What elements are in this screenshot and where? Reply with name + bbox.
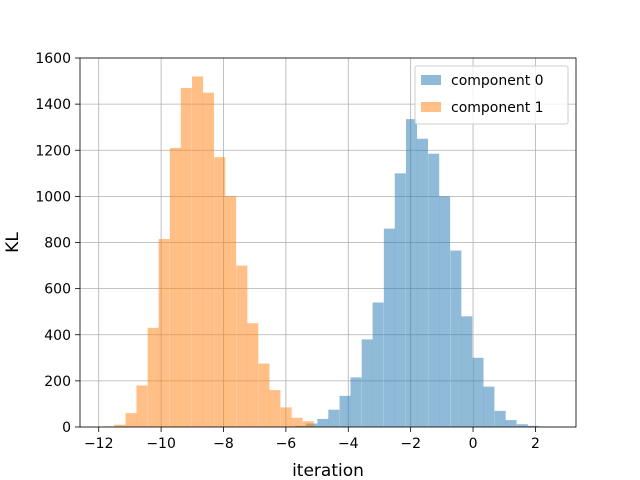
histogram-bar-component-1	[291, 417, 303, 427]
x-tick-label: −2	[400, 436, 421, 452]
legend-swatch-component-0	[421, 75, 441, 85]
histogram-bar-component-1	[180, 87, 192, 427]
histogram-bar-component-1	[280, 407, 292, 427]
histogram-bar-component-1	[258, 363, 270, 427]
x-tick-label: −4	[338, 436, 359, 452]
histogram-bar-component-0	[339, 395, 351, 427]
histogram-bar-component-1	[147, 327, 159, 427]
histogram-bar-component-1	[269, 390, 281, 427]
histogram-bar-component-0	[428, 153, 440, 427]
x-axis-label: iteration	[292, 461, 364, 480]
bars-layer	[103, 76, 550, 427]
histogram-bar-component-0	[328, 409, 340, 427]
x-tick-label: 2	[531, 436, 540, 452]
histogram-bar-component-1	[302, 421, 314, 427]
legend-label-component-1: component 1	[451, 100, 544, 116]
histogram-bar-component-0	[483, 386, 495, 427]
y-tick-label: 400	[44, 328, 71, 344]
legend-label-component-0: component 0	[451, 73, 544, 89]
histogram-bar-component-0	[461, 316, 473, 427]
histogram-bar-component-1	[114, 424, 126, 427]
x-tick-label: −12	[84, 436, 114, 452]
y-tick-label: 200	[44, 374, 71, 390]
histogram-bar-component-1	[125, 413, 137, 427]
histogram-bar-component-0	[372, 302, 384, 427]
legend-swatch-component-1	[421, 102, 441, 112]
y-tick-label: 600	[44, 282, 71, 298]
histogram-bar-component-0	[405, 119, 418, 427]
histogram-bar-component-0	[450, 250, 462, 427]
histogram-bar-component-0	[361, 339, 373, 427]
histogram-bar-component-1	[169, 147, 181, 427]
y-tick-label: 1600	[35, 51, 71, 67]
histogram-bar-component-0	[383, 228, 395, 427]
histogram-bar-component-0	[527, 425, 539, 427]
y-axis-label: KL	[3, 232, 23, 253]
histogram-bar-component-1	[225, 196, 237, 427]
y-tick-label: 1000	[35, 189, 71, 205]
x-tick-label: −6	[276, 436, 297, 452]
histogram-bar-component-0	[439, 196, 451, 427]
histogram-bar-component-1	[158, 239, 170, 427]
y-tick-label: 1400	[35, 97, 71, 113]
histogram-bar-component-0	[317, 418, 329, 427]
histogram-bar-component-0	[350, 377, 362, 427]
x-tick-label: −10	[146, 436, 176, 452]
legend: component 0 component 1	[414, 65, 569, 125]
y-tick-label: 0	[62, 420, 71, 436]
legend-box	[414, 65, 569, 125]
histogram-bar-component-0	[472, 357, 484, 427]
y-tick-label: 800	[44, 236, 71, 252]
histogram-bar-component-0	[494, 410, 506, 427]
histogram-bar-component-0	[505, 420, 517, 427]
histogram-bar-component-1	[136, 385, 148, 427]
histogram-bar-component-1	[247, 323, 259, 427]
histogram-bar-component-0	[394, 173, 406, 427]
x-tick-label: −8	[213, 436, 234, 452]
histogram-bar-component-1	[236, 265, 248, 427]
histogram-bar-component-1	[191, 76, 204, 427]
x-tick-label: 0	[469, 436, 478, 452]
histogram-bar-component-1	[214, 157, 226, 427]
histogram-bar-component-1	[202, 92, 214, 427]
ticks-layer: −12 −10 −8 −6 −4 −2 0 2 0 200 400 600 800 1000 1200 140…	[35, 51, 540, 452]
histogram-bar-component-0	[516, 424, 528, 427]
y-tick-label: 1200	[35, 143, 71, 159]
histogram-bar-component-0	[416, 138, 428, 427]
